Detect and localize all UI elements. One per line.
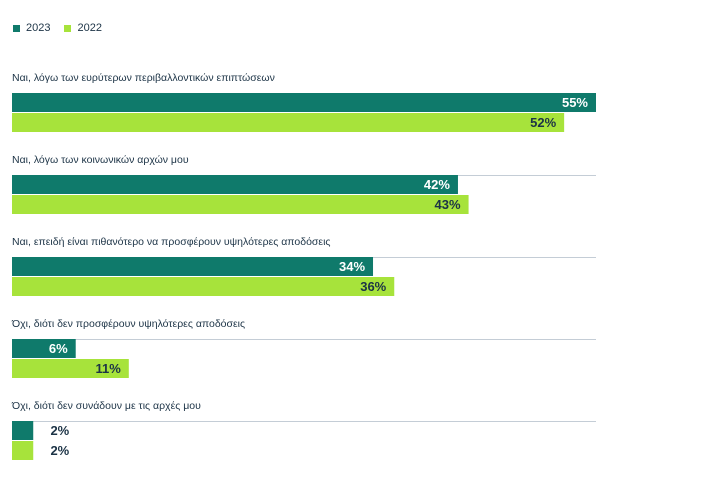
data-label-2022: 36%: [360, 279, 386, 294]
legend-item-2022: 2022: [64, 22, 102, 34]
category-label: Όχι, διότι δεν προσφέρουν υψηλότερες απο…: [11, 318, 245, 330]
bar-2022: [12, 113, 565, 132]
legend-label-2023: 2023: [26, 22, 51, 34]
legend-item-2023: 2023: [13, 22, 50, 34]
bar-2022: [12, 441, 34, 460]
data-label-2022: 11%: [95, 361, 121, 376]
data-label-2023: 2%: [50, 423, 69, 438]
legend: 2023 2022: [13, 21, 116, 35]
bar-2022: [12, 277, 395, 296]
data-label-2023: 34%: [339, 259, 365, 274]
data-label-2022: 2%: [50, 443, 69, 458]
bar-2023: [12, 421, 34, 440]
bar-2023: [12, 339, 76, 358]
legend-label-2022: 2022: [77, 22, 102, 34]
data-label-2022: 43%: [435, 197, 461, 212]
category-label: Ναι, επειδή είναι πιθανότερο να προσφέρο…: [12, 236, 330, 248]
category-label: Ναι, λόγω των ευρύτερων περιβαλλοντικών …: [12, 72, 275, 84]
category-label: Ναι, λόγω των κοινωνικών αρχών μου: [12, 154, 189, 166]
data-label-2023: 55%: [562, 95, 588, 110]
legend-swatch-2023: [13, 24, 20, 32]
bar-2023: [12, 175, 458, 194]
bar-2022: [12, 195, 469, 214]
bar-2023: [12, 93, 596, 112]
data-label-2022: 52%: [530, 115, 556, 130]
data-label-2023: 6%: [49, 341, 68, 356]
category-label: Όχι, διότι δεν συνάδουν με τις αρχές μου: [11, 400, 201, 412]
bar-2023: [12, 257, 374, 276]
bar-2022: [12, 359, 129, 378]
data-label-2023: 42%: [424, 177, 450, 192]
legend-swatch-2022: [64, 24, 72, 32]
